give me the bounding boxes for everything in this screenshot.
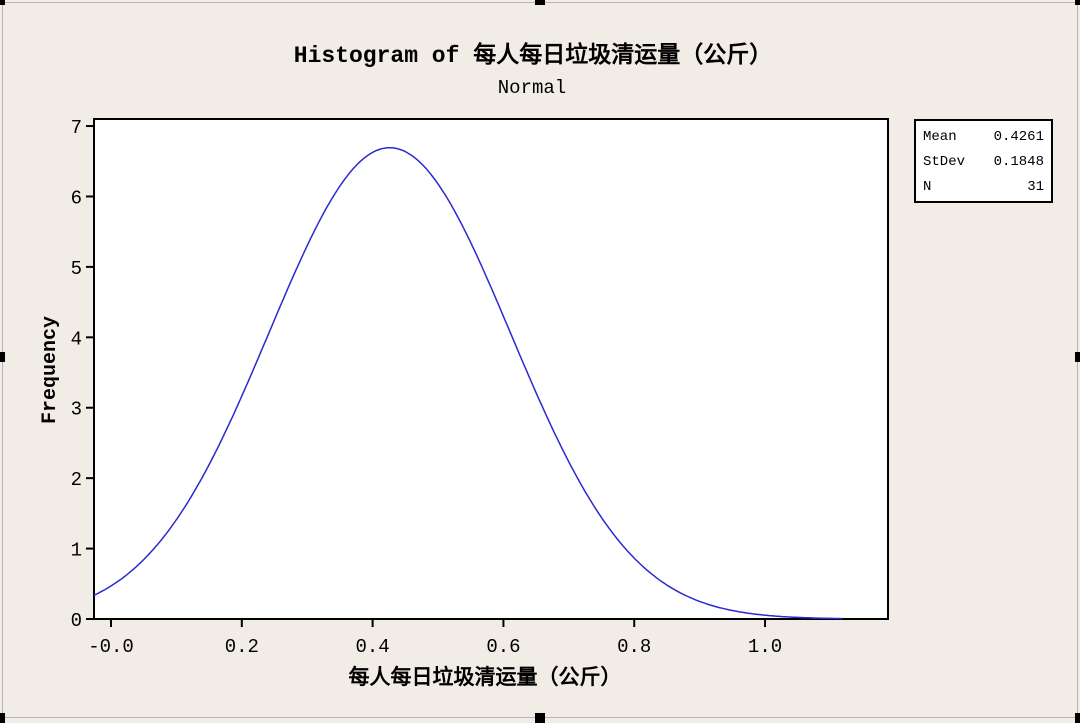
x-tick-label: 0.8	[617, 636, 651, 658]
stat-value: 31	[1027, 179, 1044, 195]
resize-handle-tc[interactable]	[535, 0, 545, 5]
stat-label: Mean	[923, 129, 957, 145]
x-tick-label: -0.0	[88, 636, 134, 658]
x-tick-label: 0.4	[356, 636, 390, 658]
resize-handle-br[interactable]	[1075, 713, 1080, 723]
stats-legend: Mean 0.4261 StDev 0.1848 N 31	[914, 119, 1053, 203]
y-tick-label: 2	[71, 469, 82, 491]
normal-fit-curve	[93, 146, 843, 620]
stat-value: 0.1848	[993, 154, 1044, 170]
resize-handle-tl[interactable]	[0, 0, 5, 5]
x-axis-label: 每人每日垃圾清运量（公斤）	[349, 665, 622, 689]
resize-handle-bl[interactable]	[0, 713, 5, 723]
x-tick-label: 0.2	[225, 636, 259, 658]
resize-handle-tr[interactable]	[1075, 0, 1080, 5]
stat-n: N 31	[923, 175, 1044, 200]
y-tick-label: 4	[71, 328, 82, 350]
resize-handle-bc[interactable]	[535, 713, 545, 723]
y-tick-label: 6	[71, 187, 82, 209]
y-axis-label: Frequency	[39, 316, 62, 424]
x-tick-label: 1.0	[748, 636, 782, 658]
stat-mean: Mean 0.4261	[923, 125, 1044, 150]
resize-handle-mr[interactable]	[1075, 352, 1080, 362]
resize-handle-ml[interactable]	[0, 352, 5, 362]
y-tick-label: 1	[71, 540, 82, 562]
y-tick-label: 3	[71, 399, 82, 421]
stat-label: N	[923, 179, 932, 195]
y-tick-label: 0	[71, 610, 82, 632]
stat-stdev: StDev 0.1848	[923, 150, 1044, 175]
stat-value: 0.4261	[993, 129, 1044, 145]
y-tick-label: 5	[71, 258, 82, 280]
stat-label: StDev	[923, 154, 966, 170]
plot-area	[93, 118, 889, 620]
x-tick-label: 0.6	[486, 636, 520, 658]
chart-subtitle: Normal	[498, 77, 566, 99]
chart-title: Histogram of 每人每日垃圾清运量（公斤）	[294, 41, 772, 69]
y-tick-label: 7	[71, 117, 82, 139]
